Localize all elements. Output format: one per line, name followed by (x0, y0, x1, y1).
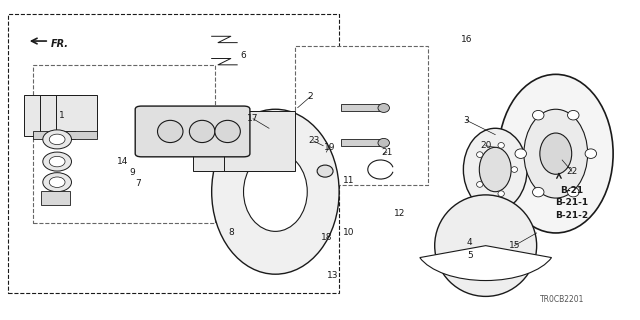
Ellipse shape (515, 149, 527, 158)
Ellipse shape (378, 139, 390, 147)
Wedge shape (420, 246, 552, 281)
Text: B-21: B-21 (560, 186, 583, 195)
Ellipse shape (477, 152, 483, 157)
FancyBboxPatch shape (41, 191, 70, 205)
Text: TR0CB2201: TR0CB2201 (540, 295, 584, 304)
Text: 7: 7 (136, 179, 141, 188)
FancyBboxPatch shape (225, 111, 294, 171)
Text: 8: 8 (228, 228, 234, 237)
Text: FR.: FR. (51, 39, 69, 49)
Text: 11: 11 (343, 176, 355, 185)
Ellipse shape (212, 109, 339, 274)
Ellipse shape (435, 195, 537, 296)
Text: 6: 6 (241, 51, 246, 60)
FancyBboxPatch shape (56, 95, 97, 136)
Text: 13: 13 (327, 271, 339, 280)
Text: 16: 16 (461, 35, 472, 44)
Ellipse shape (49, 177, 65, 188)
Ellipse shape (498, 191, 504, 196)
Text: 23: 23 (308, 136, 319, 146)
Ellipse shape (585, 149, 596, 158)
FancyBboxPatch shape (341, 105, 385, 111)
Text: B-21-1: B-21-1 (555, 198, 588, 207)
Ellipse shape (479, 147, 511, 192)
Text: 19: 19 (324, 143, 335, 152)
Text: 4: 4 (467, 238, 472, 247)
Ellipse shape (532, 187, 544, 197)
Ellipse shape (43, 152, 72, 171)
Ellipse shape (157, 120, 183, 142)
Ellipse shape (463, 128, 527, 211)
Ellipse shape (499, 74, 613, 233)
Text: 20: 20 (480, 141, 492, 150)
Ellipse shape (540, 133, 572, 174)
Text: 14: 14 (116, 157, 128, 166)
Ellipse shape (378, 104, 390, 112)
Text: 2: 2 (308, 92, 313, 101)
FancyBboxPatch shape (24, 95, 65, 136)
FancyBboxPatch shape (40, 95, 81, 136)
Ellipse shape (511, 167, 518, 172)
Text: 18: 18 (321, 233, 332, 242)
Ellipse shape (568, 110, 579, 120)
Ellipse shape (498, 142, 504, 148)
Text: 21: 21 (381, 148, 392, 156)
Ellipse shape (189, 120, 215, 142)
FancyBboxPatch shape (33, 132, 75, 140)
FancyBboxPatch shape (56, 132, 97, 140)
FancyBboxPatch shape (135, 106, 250, 157)
FancyBboxPatch shape (341, 140, 385, 146)
Text: 12: 12 (394, 209, 405, 219)
Ellipse shape (568, 187, 579, 197)
FancyBboxPatch shape (33, 65, 215, 223)
Ellipse shape (317, 165, 333, 177)
Ellipse shape (215, 120, 241, 142)
Text: 10: 10 (343, 228, 355, 237)
FancyBboxPatch shape (193, 111, 262, 171)
Ellipse shape (532, 110, 544, 120)
Ellipse shape (244, 152, 307, 231)
Ellipse shape (43, 173, 72, 192)
Text: 9: 9 (129, 168, 135, 177)
FancyBboxPatch shape (8, 14, 339, 293)
Text: 17: 17 (247, 114, 259, 123)
Text: B-21-2: B-21-2 (555, 211, 588, 220)
Text: 5: 5 (467, 251, 472, 260)
Text: 22: 22 (566, 167, 577, 176)
FancyBboxPatch shape (294, 46, 428, 185)
Ellipse shape (477, 181, 483, 187)
Ellipse shape (49, 156, 65, 167)
Ellipse shape (49, 134, 65, 145)
Ellipse shape (43, 130, 72, 149)
Text: 3: 3 (464, 116, 469, 125)
Text: 15: 15 (509, 241, 520, 250)
Text: 1: 1 (59, 111, 65, 120)
Ellipse shape (524, 109, 588, 198)
